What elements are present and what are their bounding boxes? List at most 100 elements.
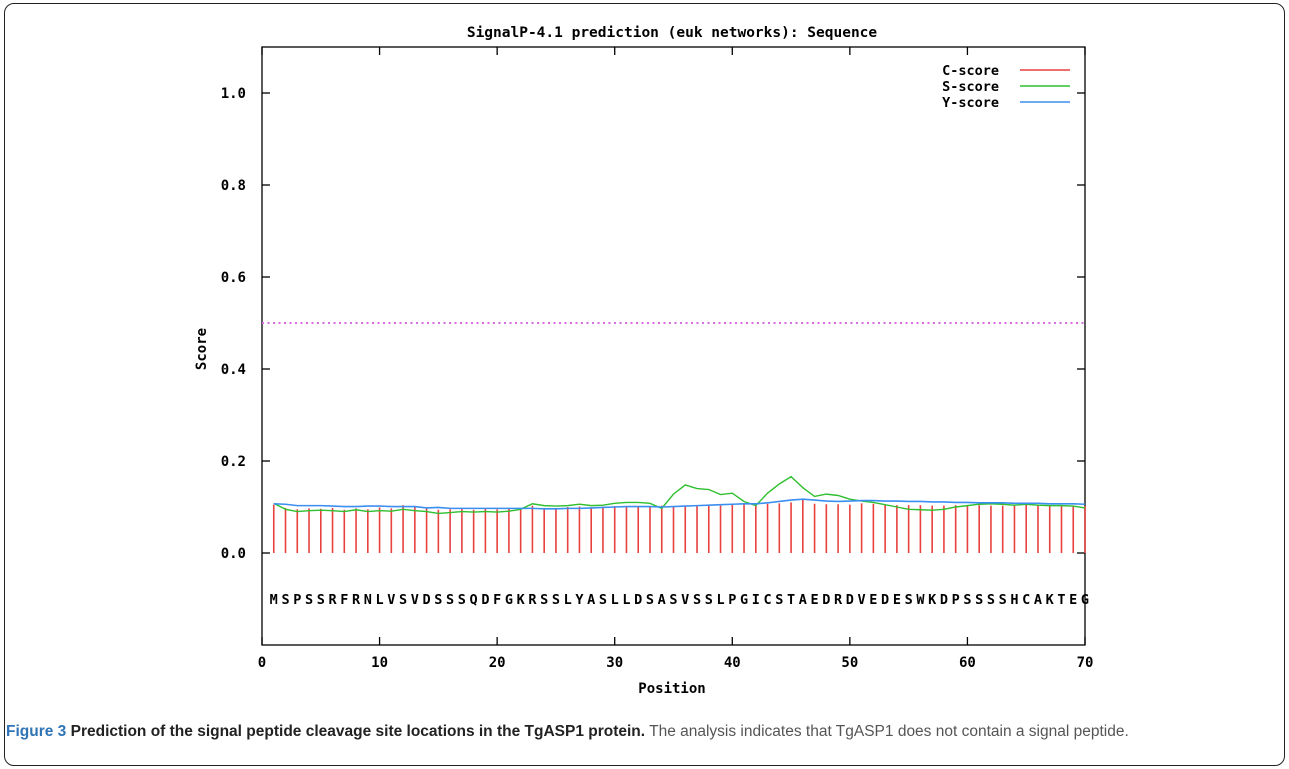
figure-caption: Figure 3 Prediction of the signal peptid…	[6, 720, 1266, 743]
figure-frame	[4, 3, 1285, 766]
y-score-line	[273, 498, 1086, 510]
sequence-residue: F	[340, 592, 348, 608]
sequence-residue: R	[528, 592, 537, 608]
sequence-residue: N	[364, 592, 372, 608]
y-tick-label: 0.0	[221, 546, 246, 562]
x-tick-label: 70	[1077, 655, 1094, 671]
sequence-residue: S	[987, 592, 995, 608]
sequence-residue: P	[952, 592, 960, 608]
chart-title: SignalP-4.1 prediction (euk networks): S…	[467, 25, 878, 41]
y-tick-label: 0.2	[221, 454, 246, 470]
sequence-residue: F	[493, 592, 501, 608]
sequence-residue: M	[270, 592, 278, 608]
sequence-residue: P	[293, 592, 301, 608]
y-tick-label: 0.6	[221, 270, 246, 286]
sequence-residue: S	[705, 592, 713, 608]
sequence-residue: E	[1069, 592, 1077, 608]
sequence-residue: L	[622, 592, 630, 608]
plot-area	[261, 46, 1086, 646]
sequence-residue: S	[693, 592, 701, 608]
sequence-residue: D	[881, 592, 889, 608]
sequence-residue: S	[975, 592, 983, 608]
x-axis-label: Position	[638, 681, 705, 697]
sequence-residue: E	[869, 592, 877, 608]
c-score-needles	[272, 499, 1086, 553]
sequence-residue: L	[611, 592, 619, 608]
caption-text: The analysis indicates that TgASP1 does …	[649, 723, 1129, 740]
sequence-residue: S	[963, 592, 971, 608]
sequence-residue: L	[376, 592, 384, 608]
sequence-residue: G	[505, 592, 513, 608]
sequence-residue: S	[646, 592, 654, 608]
x-tick-label: 50	[841, 655, 858, 671]
sequence-residue: S	[552, 592, 560, 608]
sequence-residue: V	[858, 592, 866, 608]
sequence-residue: R	[352, 592, 361, 608]
sequence-residue: I	[752, 592, 760, 608]
sequence-residue: D	[423, 592, 431, 608]
x-tick-label: 30	[606, 655, 623, 671]
x-tick-label: 60	[959, 655, 976, 671]
sequence-residue: D	[846, 592, 854, 608]
sequence-residue: G	[1081, 592, 1089, 608]
caption-title: Prediction of the signal peptide cleavag…	[70, 723, 646, 740]
x-tick-label: 0	[258, 655, 266, 671]
x-tick-label: 20	[489, 655, 506, 671]
sequence-residue: R	[328, 592, 337, 608]
sequence-residue: D	[634, 592, 642, 608]
sequence-residue: K	[1046, 592, 1055, 608]
sequence-residue: T	[787, 592, 795, 608]
sequence-residue: S	[446, 592, 454, 608]
sequence-residue: S	[399, 592, 407, 608]
sequence-residue: V	[387, 592, 395, 608]
sequence-residue: K	[517, 592, 526, 608]
sequence-residue: V	[681, 592, 689, 608]
sequence-residue: T	[1057, 592, 1065, 608]
x-axis: 0 10 20 30 40 50 60 70	[258, 47, 1094, 671]
sequence-residue: S	[434, 592, 442, 608]
sequence-residue: R	[834, 592, 843, 608]
sequence-residue: L	[716, 592, 724, 608]
sequence-residue: A	[799, 592, 807, 608]
sequence-residue: V	[411, 592, 419, 608]
y-tick-label: 0.4	[221, 362, 246, 378]
legend-label: Y-score	[942, 95, 999, 111]
sequence-residue: E	[893, 592, 901, 608]
x-tick-label: 10	[371, 655, 388, 671]
sequence-residue: S	[599, 592, 607, 608]
sequence-residue: L	[564, 592, 572, 608]
x-tick-label: 40	[724, 655, 741, 671]
sequence-residue: K	[928, 592, 937, 608]
sequence-residue: D	[940, 592, 948, 608]
sequence-residue: P	[728, 592, 736, 608]
sequence-residue: S	[999, 592, 1007, 608]
sequence-residue: A	[658, 592, 666, 608]
y-axis-label: Score	[194, 328, 210, 370]
sequence-residue: G	[740, 592, 748, 608]
sequence-residue: S	[281, 592, 289, 608]
signalp-chart: SignalP-4.1 prediction (euk networks): S…	[194, 25, 1094, 697]
sequence-residue: A	[587, 592, 595, 608]
sequence-residue: W	[916, 592, 925, 608]
y-tick-label: 1.0	[221, 86, 246, 102]
y-tick-label: 0.8	[221, 178, 246, 194]
sequence-residue: H	[1010, 592, 1018, 608]
sequence-residue: C	[763, 592, 771, 608]
sequence-residue: D	[481, 592, 489, 608]
sequence-residue: S	[905, 592, 913, 608]
sequence-residue: A	[1034, 592, 1042, 608]
legend-label: S-score	[942, 79, 999, 95]
sequence-residue: S	[305, 592, 313, 608]
sequence-residue: Q	[470, 592, 478, 608]
sequence-residue: D	[822, 592, 830, 608]
s-score-line	[273, 475, 1086, 515]
sequence-residue: S	[317, 592, 325, 608]
figure-label: Figure 3	[6, 723, 67, 740]
sequence-residue: S	[775, 592, 783, 608]
sequence-residue: E	[811, 592, 819, 608]
y-axis: 0.0 0.2 0.4 0.6 0.8 1.0	[221, 86, 1085, 562]
legend-label: C-score	[942, 63, 999, 79]
sequence-residue: S	[540, 592, 548, 608]
